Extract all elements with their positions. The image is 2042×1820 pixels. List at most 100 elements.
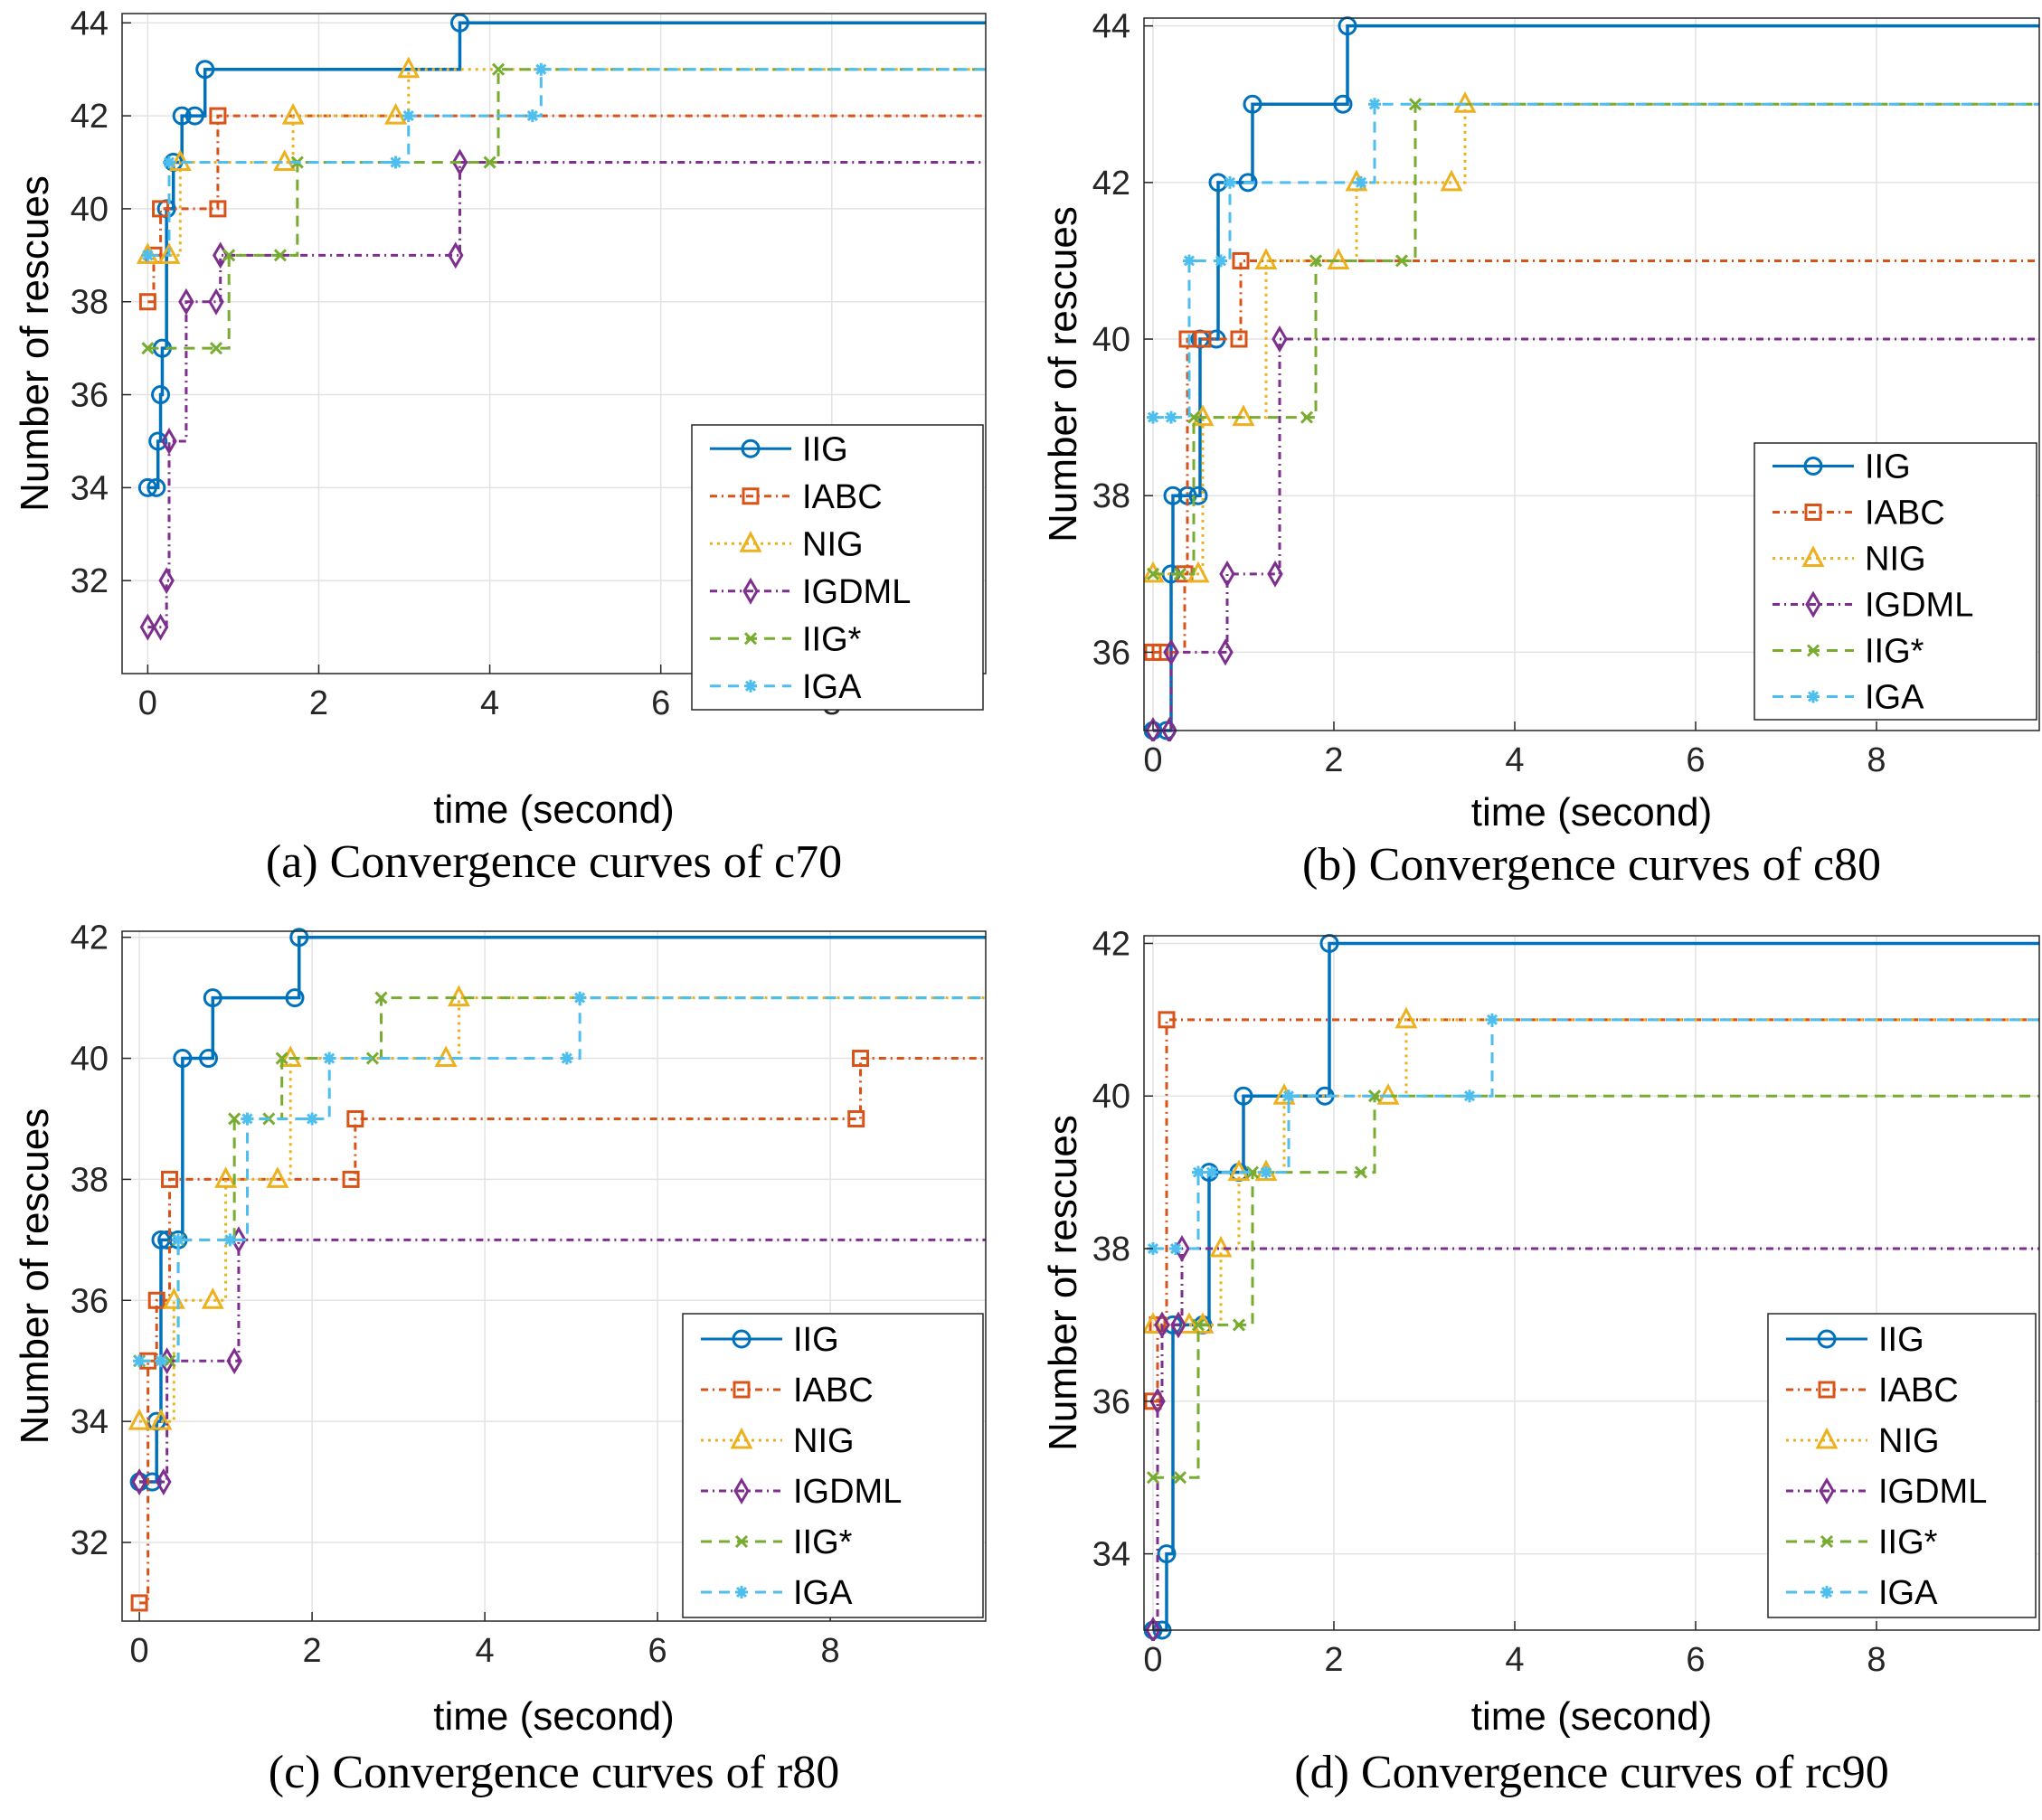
y-tick-label: 40 xyxy=(71,1041,109,1079)
series-group xyxy=(1144,933,2039,1641)
legend-marker xyxy=(743,632,758,646)
series-group xyxy=(128,928,986,1612)
data-point xyxy=(1394,254,1409,268)
legend-label: IGA xyxy=(793,1574,853,1612)
legend: IIG IABC NIG IGDML IIG* IGA xyxy=(1767,1313,2037,1618)
y-tick-label: 36 xyxy=(1092,1383,1130,1421)
data-point xyxy=(1238,173,1258,193)
data-point xyxy=(374,991,388,1004)
data-point xyxy=(285,988,305,1008)
data-point xyxy=(346,1109,364,1127)
data-point xyxy=(1272,325,1288,354)
data-point xyxy=(534,62,548,76)
data-point xyxy=(1232,1318,1246,1332)
data-point xyxy=(222,249,236,262)
x-tick-label: 2 xyxy=(309,684,328,722)
data-point xyxy=(228,1112,241,1126)
legend-marker xyxy=(1820,1534,1834,1549)
x-tick-label: 8 xyxy=(1867,741,1886,779)
y-tick-label: 42 xyxy=(71,98,109,136)
data-point xyxy=(184,106,204,126)
legend-label: NIG xyxy=(1865,541,1926,579)
y-tick-label: 38 xyxy=(71,284,109,322)
data-point xyxy=(397,56,421,79)
legend-label: IGDML xyxy=(1865,587,1973,625)
data-point xyxy=(1254,248,1278,269)
data-point xyxy=(161,427,177,455)
x-tick-label: 4 xyxy=(476,1632,495,1670)
series-line-iabc xyxy=(147,114,986,304)
y-axis-label: Number of rescues xyxy=(13,175,57,512)
legend-label: IIG xyxy=(793,1321,839,1359)
y-tick-label: 36 xyxy=(71,1282,109,1320)
data-point xyxy=(195,60,215,80)
x-axis-label: time (second) xyxy=(1471,790,1713,835)
y-tick-label: 40 xyxy=(1092,1078,1130,1116)
series-line-iig-star xyxy=(1153,102,2039,576)
data-point xyxy=(1333,94,1353,114)
x-tick-label: 6 xyxy=(1686,1641,1705,1679)
y-axis-label: Number of rescues xyxy=(13,1108,57,1445)
legend-marker xyxy=(742,487,760,505)
data-point xyxy=(1394,1006,1418,1029)
y-tick-label: 32 xyxy=(71,562,109,600)
data-point xyxy=(203,988,222,1008)
data-point xyxy=(1146,1471,1160,1485)
y-tick-label: 42 xyxy=(71,919,109,957)
data-point xyxy=(178,288,194,316)
legend-label: IABC xyxy=(793,1372,874,1410)
x-tick-label: 2 xyxy=(303,1632,322,1670)
x-tick-label: 0 xyxy=(1143,741,1162,779)
legend-label: IGA xyxy=(1865,679,1924,717)
data-point xyxy=(1145,1617,1161,1641)
series-line-iga xyxy=(139,996,986,1363)
y-tick-label: 38 xyxy=(1092,1231,1130,1268)
legend-box xyxy=(1767,1313,2037,1618)
data-point xyxy=(1173,1471,1187,1485)
y-axis-label: Number of rescues xyxy=(1041,206,1085,542)
y-tick-label: 36 xyxy=(1092,634,1130,672)
legend-label: IIG* xyxy=(1865,633,1924,671)
legend-marker xyxy=(1817,1329,1837,1349)
data-point xyxy=(365,1051,380,1065)
data-point xyxy=(1300,410,1314,424)
subplot-caption: (a) Convergence curves of c70 xyxy=(266,836,842,888)
data-point xyxy=(226,1347,242,1375)
legend-label: IGDML xyxy=(793,1473,902,1511)
x-tick-label: 8 xyxy=(821,1632,840,1670)
y-tick-label: 42 xyxy=(1092,165,1130,203)
data-point xyxy=(141,249,155,262)
legend-marker xyxy=(1801,545,1825,567)
data-point xyxy=(449,13,469,33)
x-axis-label: time (second) xyxy=(1471,1694,1713,1739)
data-point xyxy=(199,1049,218,1069)
data-point xyxy=(1232,251,1250,269)
x-tick-label: 2 xyxy=(1324,1641,1343,1679)
data-point xyxy=(1440,169,1463,192)
data-point xyxy=(1149,1387,1166,1415)
x-tick-label: 2 xyxy=(1324,741,1343,779)
data-point xyxy=(1183,254,1196,268)
y-tick-label: 40 xyxy=(71,191,109,229)
data-point xyxy=(1219,560,1235,588)
data-point xyxy=(275,1051,288,1065)
x-tick-label: 4 xyxy=(1505,741,1524,779)
data-point xyxy=(1486,1013,1498,1026)
data-point xyxy=(281,102,305,125)
y-tick-label: 32 xyxy=(71,1524,109,1562)
x-tick-label: 4 xyxy=(480,684,499,722)
data-point xyxy=(402,109,415,123)
legend-marker xyxy=(741,438,761,458)
data-point xyxy=(1145,717,1161,741)
series-line-iga xyxy=(1153,1018,2039,1250)
data-point xyxy=(1154,1311,1170,1339)
data-point xyxy=(1355,175,1367,189)
x-tick-label: 4 xyxy=(1505,1641,1524,1679)
data-point xyxy=(149,1408,173,1430)
data-point xyxy=(1163,638,1179,666)
data-point xyxy=(1267,560,1283,588)
data-point xyxy=(1163,486,1183,505)
data-point xyxy=(1354,1165,1368,1179)
legend-label: IGDML xyxy=(1878,1473,1987,1511)
data-point xyxy=(1194,330,1212,348)
